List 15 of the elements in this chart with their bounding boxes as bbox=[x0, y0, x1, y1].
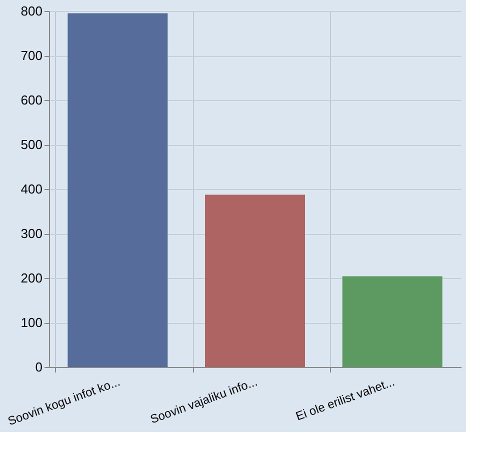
y-tick-label: 100 bbox=[20, 315, 42, 330]
y-tick-label: 800 bbox=[20, 4, 42, 18]
y-tick-label: 300 bbox=[20, 226, 42, 241]
y-tick-label: 200 bbox=[20, 270, 42, 286]
x-tick-label: Ei ole erilist vahet... bbox=[294, 374, 396, 424]
x-tick-label: Soovin vajaliku info... bbox=[148, 374, 260, 426]
bar bbox=[342, 276, 442, 367]
y-tick-label: 700 bbox=[20, 48, 42, 63]
bar bbox=[68, 13, 168, 367]
y-tick-label: 600 bbox=[20, 92, 42, 108]
y-tick-label: 400 bbox=[20, 182, 42, 196]
y-tick-label: 0 bbox=[35, 360, 42, 374]
x-tick-label: Soovin kogu infot ko... bbox=[6, 374, 122, 428]
bar bbox=[205, 194, 305, 367]
y-tick-label: 500 bbox=[20, 137, 42, 152]
